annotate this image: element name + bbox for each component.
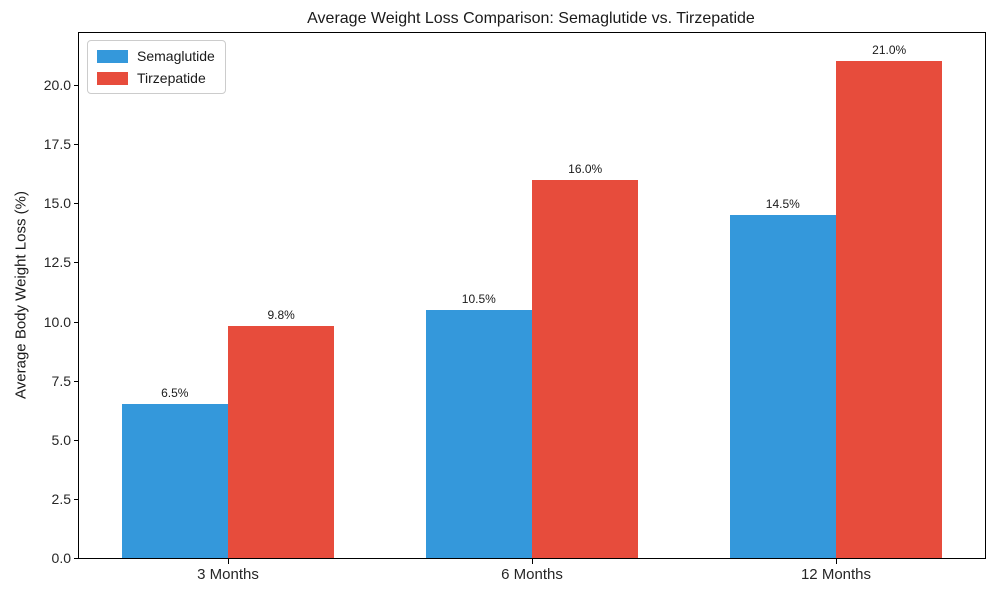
legend-label: Semaglutide [137, 48, 215, 64]
bar-value-label: 14.5% [765, 197, 800, 212]
bar-semaglutide-3-months [121, 404, 228, 558]
y-tick-label: 17.5 [43, 136, 71, 153]
bar-semaglutide-12-months [729, 215, 836, 558]
x-tick-label-6-months: 6 Months [501, 566, 563, 583]
bar-value-label: 6.5% [161, 386, 189, 401]
legend-swatch-tirzepatide [97, 71, 128, 85]
y-tick-label: 5.0 [51, 431, 71, 448]
bar-value-label: 16.0% [568, 161, 603, 176]
y-tick-label: 20.0 [43, 77, 71, 93]
y-tick-mark [74, 85, 79, 86]
y-tick-label: 2.5 [51, 490, 71, 507]
bar-value-label: 10.5% [461, 291, 496, 306]
y-tick-mark [74, 144, 79, 146]
x-tick-label-3-months: 3 Months [197, 566, 259, 583]
bar-value-label: 21.0% [872, 43, 907, 58]
bar-value-label: 9.8% [267, 308, 295, 323]
chart-title: Average Weight Loss Comparison: Semaglut… [307, 10, 755, 27]
x-tick-mark [532, 559, 533, 564]
y-tick-mark [74, 439, 79, 441]
y-tick-mark [74, 203, 79, 205]
y-tick-mark [74, 380, 79, 382]
y-tick-label: 0.0 [51, 550, 71, 566]
plot-area: 6.5% 10.5% 14.5% 9.8% 16.0% 21.0% Semaglutide… [78, 32, 986, 559]
y-tick-mark [74, 262, 79, 264]
y-axis-label-text: Average Body Weight Loss (%) [12, 191, 30, 399]
bar-semaglutide-6-months [425, 309, 532, 558]
bar-tirzepatide-3-months [228, 326, 335, 558]
x-tick-mark [836, 559, 837, 564]
bar-tirzepatide-12-months [836, 61, 943, 558]
x-tick-label-12-months: 12 Months [800, 566, 872, 583]
y-tick-mark [74, 558, 79, 559]
legend-swatch-semaglutide [97, 49, 128, 63]
legend-entry-tirzepatide: Tirzepatide [97, 70, 215, 86]
y-tick-label: 7.5 [51, 372, 71, 389]
x-tick-mark [228, 559, 229, 564]
bar-tirzepatide-6-months [532, 179, 639, 558]
legend: Semaglutide Tirzepatide [87, 40, 226, 94]
y-tick-label: 12.5 [43, 254, 71, 271]
y-tick-mark [74, 321, 79, 323]
legend-entry-semaglutide: Semaglutide [97, 48, 215, 64]
legend-label: Tirzepatide [137, 70, 206, 86]
y-tick-mark [74, 498, 79, 500]
y-tick-label: 10.0 [43, 313, 71, 330]
y-tick-label: 15.0 [43, 195, 71, 212]
